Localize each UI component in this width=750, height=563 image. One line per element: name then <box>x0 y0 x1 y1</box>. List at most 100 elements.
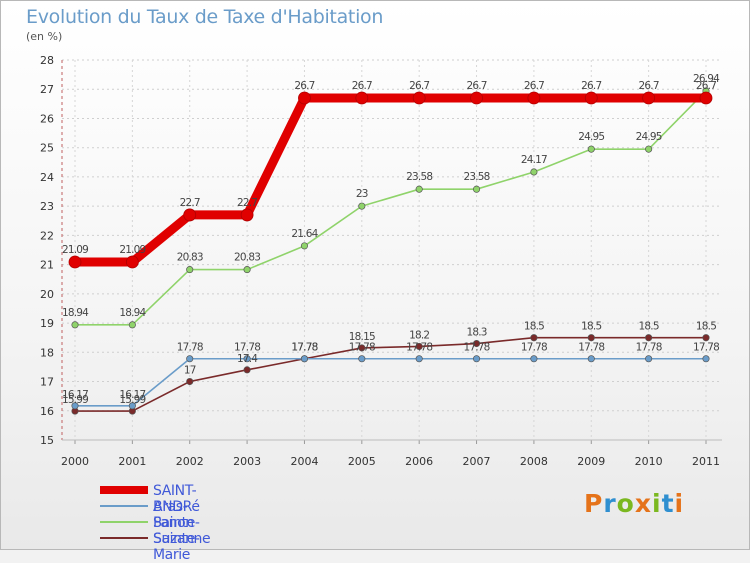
data-label-saint-andre: 21.09 <box>62 244 88 256</box>
data-label-saint-andre: 26.7 <box>696 80 716 92</box>
data-label-bras-panon: 17.78 <box>234 342 260 354</box>
x-tick-label: 2004 <box>290 455 318 468</box>
data-label-sainte-marie: 18.3 <box>466 327 486 339</box>
y-tick-label: 16 <box>40 405 54 418</box>
legend-label-sainte-suzanne: Sainte-Suzanne <box>153 515 211 547</box>
data-label-sainte-suzanne: 20.83 <box>177 252 203 264</box>
data-point-sainte-marie <box>530 334 538 342</box>
data-label-saint-andre: 26.7 <box>409 80 429 92</box>
legend-label-saint-andre: SAINT-ANDRé <box>153 483 200 515</box>
data-label-sainte-marie: 18.15 <box>349 331 375 343</box>
data-label-sainte-marie: 17 <box>184 365 196 377</box>
axes: 15 16 17 18 19 20 21 22 23 24 25 26 27 28 2000 2001 2002… <box>40 54 722 468</box>
data-point-sainte-suzanne <box>358 202 366 210</box>
data-point-sainte-suzanne <box>300 242 309 250</box>
data-label-bras-panon: 17.78 <box>693 342 719 354</box>
x-tick-label: 2009 <box>577 455 605 468</box>
data-point-bras-panon <box>587 355 595 363</box>
data-point-bras-panon <box>472 355 481 363</box>
data-point-bras-panon <box>702 355 710 363</box>
data-point-sainte-suzanne <box>530 168 538 176</box>
data-label-sainte-suzanne: 26.94 <box>693 73 720 85</box>
logo-letter: P <box>584 489 604 518</box>
data-point-bras-panon <box>186 355 194 363</box>
data-label-bras-panon: 17.78 <box>349 342 375 354</box>
data-label-saint-andre: 26.7 <box>294 80 314 92</box>
data-point-saint-andre <box>125 255 139 269</box>
data-label-saint-andre: 26.7 <box>466 80 486 92</box>
data-label-sainte-suzanne: 23 <box>356 188 368 200</box>
data-label-sainte-suzanne: 18.94 <box>62 307 89 319</box>
y-tick-label: 20 <box>40 288 54 301</box>
data-point-sainte-suzanne <box>243 266 251 274</box>
line-chart: 15 16 17 18 19 20 21 22 23 24 25 26 27 28 2000 2001 2002… <box>40 54 722 468</box>
y-tick-label: 23 <box>40 200 54 213</box>
data-point-bras-panon <box>128 402 136 410</box>
data-point-sainte-suzanne <box>71 321 79 329</box>
data-label-bras-panon: 17.78 <box>464 342 490 354</box>
y-tick-label: 22 <box>40 229 54 242</box>
data-label-sainte-suzanne: 20.83 <box>234 252 260 264</box>
x-tick-label: 2001 <box>118 455 146 468</box>
data-label-bras-panon: 17.78 <box>521 342 547 354</box>
data-label-sainte-marie: 18.5 <box>696 321 716 333</box>
data-point-sainte-marie <box>243 366 251 374</box>
data-point-bras-panon <box>415 355 423 363</box>
data-point-bras-panon <box>300 355 309 363</box>
data-label-sainte-marie: 18.5 <box>639 321 659 333</box>
data-point-saint-andre <box>642 91 656 105</box>
y-tick-label: 26 <box>40 112 54 125</box>
data-point-bras-panon <box>71 402 79 410</box>
proxiti-logo: Proxiti <box>584 489 684 518</box>
data-label-saint-andre: 26.7 <box>352 80 372 92</box>
series-group <box>68 87 713 415</box>
y-tick-label: 24 <box>40 171 54 184</box>
data-point-bras-panon <box>530 355 538 363</box>
data-point-sainte-suzanne <box>645 145 653 153</box>
logo-letter: r <box>603 489 617 518</box>
data-point-saint-andre <box>584 91 598 105</box>
data-label-bras-panon: 17.78 <box>636 342 662 354</box>
data-label-bras-panon: 16.17 <box>119 389 145 401</box>
x-tick-label: 2007 <box>463 455 491 468</box>
chart-title: Evolution du Taux de Taxe d'Habitation <box>26 6 384 28</box>
logo-letter: i <box>674 489 685 518</box>
x-tick-label: 2005 <box>348 455 376 468</box>
grid <box>62 59 722 441</box>
x-tick-label: 2002 <box>176 455 204 468</box>
series-line-sainte-suzanne <box>74 90 707 326</box>
data-point-bras-panon <box>645 355 653 363</box>
data-point-saint-andre <box>699 91 713 105</box>
data-point-sainte-marie <box>358 344 366 352</box>
y-tick-label: 21 <box>40 259 54 272</box>
data-label-sainte-marie: 17.4 <box>237 353 258 365</box>
chart-subtitle: (en %) <box>26 30 63 43</box>
y-tick-label: 17 <box>40 376 54 389</box>
data-label-bras-panon: 16.17 <box>62 389 88 401</box>
data-point-sainte-marie <box>415 342 423 351</box>
data-label-bras-panon: 17.78 <box>291 342 317 354</box>
data-label-sainte-marie: 17.78 <box>291 342 317 354</box>
data-point-sainte-marie <box>587 334 595 342</box>
data-label-sainte-marie: 15.99 <box>119 394 145 406</box>
data-point-sainte-marie <box>702 334 710 342</box>
data-point-saint-andre <box>412 91 426 105</box>
y-tick-label: 28 <box>40 54 54 67</box>
logo-letter: o <box>616 489 635 518</box>
legend-swatch-sainte-suzanne <box>100 521 148 523</box>
data-point-sainte-suzanne <box>472 185 481 193</box>
legend-swatch-sainte-marie <box>100 537 148 539</box>
data-point-saint-andre <box>298 91 311 105</box>
data-label-sainte-marie: 18.5 <box>581 321 601 333</box>
data-label-saint-andre: 26.7 <box>581 80 601 92</box>
x-tick-label: 2000 <box>61 455 89 468</box>
data-label-bras-panon: 17.78 <box>578 342 604 354</box>
logo-letter: x <box>634 489 652 518</box>
y-tick-label: 15 <box>40 434 54 447</box>
data-point-sainte-suzanne <box>128 321 136 329</box>
data-point-saint-andre <box>470 91 483 105</box>
data-label-sainte-suzanne: 24.95 <box>636 131 662 143</box>
data-point-saint-andre <box>240 208 254 222</box>
data-point-saint-andre <box>183 208 197 222</box>
